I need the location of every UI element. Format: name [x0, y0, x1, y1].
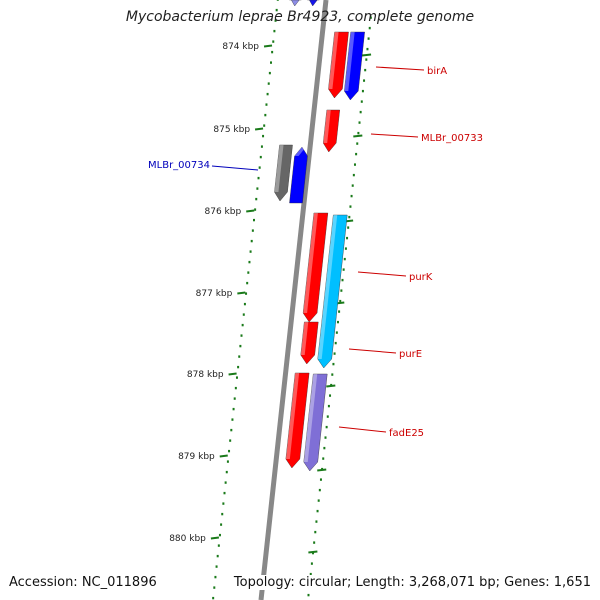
ruler-major-tick: [219, 454, 228, 458]
label-leader-line: [211, 165, 259, 171]
gene-label-purE[interactable]: purE: [399, 349, 422, 360]
label-leaders: [211, 66, 425, 433]
gene-arrow[interactable]: [322, 109, 340, 153]
gene-arrow[interactable]: [300, 321, 319, 365]
ruler-major-tick: [246, 209, 255, 213]
gene-label-purK[interactable]: purK: [409, 272, 433, 283]
genome-title: Mycobacterium leprae Br4923, complete ge…: [125, 9, 475, 25]
gene-feature[interactable]: [328, 31, 349, 99]
gene-label-fadE25[interactable]: fadE25: [389, 428, 424, 439]
ruler-major-tick: [326, 384, 336, 388]
gene-feature[interactable]: [289, 0, 302, 7]
gene-label-birA[interactable]: birA: [427, 66, 447, 77]
gene-arrow-highlight: [344, 32, 355, 91]
ruler-label: 875 kbp: [213, 125, 250, 135]
gene-arrow-highlight: [303, 213, 318, 313]
ruler-label: 878 kbp: [187, 370, 224, 380]
gene-arrow[interactable]: [289, 146, 308, 204]
gene-arrow[interactable]: [307, 0, 320, 7]
label-leader-line: [375, 66, 425, 71]
gene-label-MLBr_00733[interactable]: MLBr_00733: [421, 133, 483, 144]
label-leader-line: [338, 426, 387, 433]
ruler-label: 874 kbp: [222, 42, 259, 52]
gene-arrow[interactable]: [344, 31, 365, 101]
ruler-major-tick: [317, 468, 327, 472]
ruler-major-tick: [308, 550, 318, 554]
ruler-major-tick: [263, 44, 273, 48]
gene-arrow-highlight: [294, 147, 307, 156]
ruler-label: 879 kbp: [178, 452, 215, 462]
label-leader-line: [348, 348, 397, 354]
ruler-major-tick: [210, 536, 220, 540]
ruler-label: 876 kbp: [205, 207, 242, 217]
accession-text: Accession: NC_011896: [9, 575, 157, 590]
gene-feature[interactable]: [344, 31, 365, 101]
topology-text: Topology: circular; Length: 3,268,071 bp…: [233, 575, 591, 590]
gene-arrow-highlight: [328, 32, 339, 89]
gene-arrow-highlight: [303, 374, 318, 462]
gene-arrow-highlight: [300, 322, 309, 355]
gene-arrow-highlight: [285, 373, 300, 459]
gene-arrow[interactable]: [274, 144, 293, 202]
gene-arrow[interactable]: [289, 0, 302, 7]
gene-feature[interactable]: [300, 321, 319, 365]
gene-label-MLBr_00734[interactable]: MLBr_00734: [148, 160, 210, 171]
gene-feature[interactable]: [285, 372, 310, 469]
gene-arrow-highlight: [274, 145, 284, 192]
ruler-major-tick: [361, 53, 372, 57]
gene-feature[interactable]: [302, 212, 329, 323]
gene-arrow[interactable]: [285, 372, 310, 469]
gene-feature[interactable]: [274, 144, 293, 202]
gene-arrow[interactable]: [317, 214, 348, 369]
label-leader-line: [357, 271, 407, 277]
ruler-ticks: 874 kbp 875 kbp 876 kbp 877 kbp 878 kbp 879 k…: [169, 0, 372, 600]
label-leader-line: [370, 133, 419, 138]
ruler-major-tick: [228, 372, 237, 376]
gene-arrow[interactable]: [328, 31, 349, 99]
ruler-major-tick: [254, 127, 264, 131]
genome-backbone: [258, 0, 329, 600]
ruler-major-tick: [237, 291, 246, 295]
gene-arrow[interactable]: [303, 373, 328, 472]
gene-feature[interactable]: [317, 214, 348, 369]
ruler-major-tick: [353, 134, 363, 138]
gene-features: [274, 0, 365, 472]
gene-labels: birA MLBr_00733 MLBr_00734 purK purE fadE25: [148, 66, 483, 439]
gene-arrow-highlight: [317, 215, 338, 359]
gene-arrow-highlight: [323, 110, 331, 143]
ruler-label: 880 kbp: [169, 534, 206, 544]
gene-arrow[interactable]: [302, 212, 329, 323]
ruler-label: 877 kbp: [196, 289, 233, 299]
gene-feature[interactable]: [307, 0, 320, 7]
gene-feature[interactable]: [322, 109, 340, 153]
gene-feature[interactable]: [289, 146, 308, 204]
gene-feature[interactable]: [303, 373, 328, 472]
